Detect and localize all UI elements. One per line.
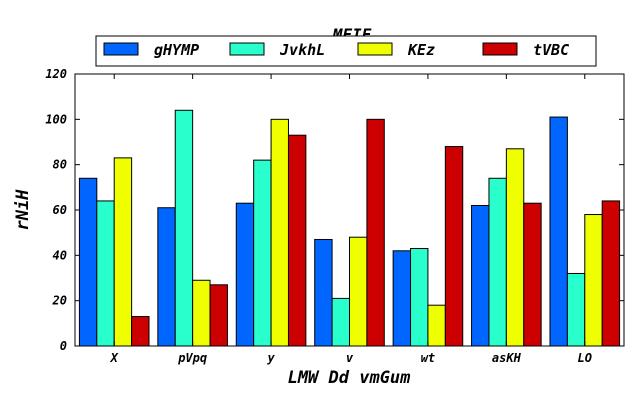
legend-swatch-JvkhL bbox=[229, 42, 265, 56]
bar-tVBC-v bbox=[366, 118, 385, 347]
y-tick-label: 80 bbox=[53, 158, 67, 172]
bar-gHYMP-wt bbox=[392, 250, 412, 347]
legend-swatch-tVBC bbox=[482, 42, 518, 56]
y-tick-label: 0 bbox=[60, 339, 67, 353]
bar-tVBC-X bbox=[131, 316, 150, 347]
bar-KEz-pVpq bbox=[192, 279, 211, 347]
y-axis: 0 20 40 60 80 100 120 bbox=[45, 67, 624, 353]
x-tick-label: pVpq bbox=[177, 351, 207, 365]
bar-JvkhL-X bbox=[96, 200, 115, 347]
bar-gHYMP-v bbox=[314, 238, 333, 347]
x-tick-label: wt bbox=[421, 351, 435, 365]
bar-tVBC-wt bbox=[444, 146, 464, 347]
y-tick-label: 40 bbox=[53, 248, 67, 262]
x-tick-label: X bbox=[110, 351, 119, 365]
legend: gHYMP JvkhL KEz tVBC bbox=[95, 35, 597, 67]
bar-KEz-asKH bbox=[505, 148, 525, 347]
y-tick-label: 20 bbox=[52, 294, 67, 308]
y-axis-label: rNiH bbox=[13, 189, 33, 231]
x-tick-label: asKH bbox=[492, 351, 522, 365]
bar-gHYMP-y bbox=[235, 202, 255, 347]
x-tick-label: LO bbox=[578, 351, 592, 365]
legend-label-JvkhL: JvkhL bbox=[279, 41, 325, 59]
bar-JvkhL-LO bbox=[566, 272, 586, 347]
bars-layer bbox=[78, 109, 621, 347]
x-axis-label: LMW Dd vmGum bbox=[288, 368, 412, 388]
bar-tVBC-LO bbox=[601, 200, 621, 347]
bar-KEz-y bbox=[270, 118, 289, 347]
y-tick-label: 120 bbox=[45, 67, 67, 81]
legend-label-KEz: KEz bbox=[407, 41, 435, 59]
bar-KEz-LO bbox=[584, 214, 603, 347]
bar-tVBC-asKH bbox=[523, 202, 542, 347]
bar-KEz-v bbox=[349, 236, 368, 347]
bar-JvkhL-pVpq bbox=[174, 109, 194, 347]
x-tick-label: y bbox=[266, 351, 275, 365]
bar-gHYMP-LO bbox=[549, 116, 568, 347]
legend-swatch-gHYMP bbox=[103, 42, 139, 56]
y-tick-label: 60 bbox=[53, 203, 67, 217]
bar-JvkhL-y bbox=[253, 159, 272, 347]
bar-tVBC-pVpq bbox=[209, 284, 228, 347]
bar-tVBC-y bbox=[287, 134, 307, 347]
legend-swatch-KEz bbox=[357, 42, 393, 56]
legend-label-gHYMP: gHYMP bbox=[154, 41, 199, 59]
x-tick-label: v bbox=[346, 351, 354, 365]
bar-JvkhL-v bbox=[331, 297, 351, 347]
bar-gHYMP-asKH bbox=[471, 204, 490, 347]
bar-JvkhL-asKH bbox=[488, 177, 507, 347]
bar-KEz-wt bbox=[427, 304, 446, 347]
bar-JvkhL-wt bbox=[410, 248, 429, 347]
y-tick-label: 100 bbox=[45, 112, 67, 126]
bar-KEz-X bbox=[113, 157, 133, 347]
bar-gHYMP-X bbox=[78, 177, 98, 347]
legend-label-tVBC: tVBC bbox=[533, 41, 569, 59]
bar-gHYMP-pVpq bbox=[157, 207, 176, 347]
